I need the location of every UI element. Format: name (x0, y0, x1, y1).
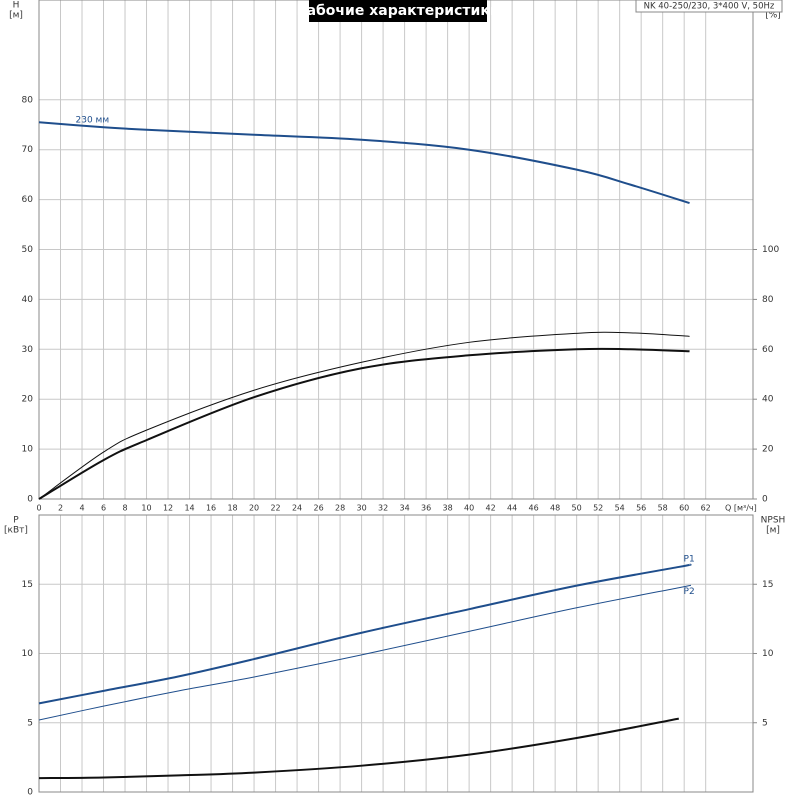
y-axis-unit: [кВт] (4, 526, 28, 536)
x-tick-label: 16 (206, 504, 216, 513)
x-tick-label: 4 (79, 504, 84, 513)
series-line (38, 717, 679, 780)
x-tick-label: 48 (550, 504, 560, 513)
x-tick-label: 50 (572, 504, 582, 513)
y-tick-label: 15 (22, 580, 33, 590)
y-tick-label: 70 (22, 145, 34, 155)
y-tick-label: 10 (22, 649, 34, 659)
y-tick-label: 60 (22, 195, 34, 205)
y2-axis-unit: [м] (766, 526, 780, 536)
y2-tick-label: 10 (762, 649, 774, 659)
x-tick-label: 18 (227, 504, 237, 513)
x-tick-label: 46 (529, 504, 539, 513)
y-tick-label: 40 (22, 295, 34, 305)
y-tick-label: 50 (22, 245, 34, 255)
x-tick-label: 12 (163, 504, 173, 513)
x-tick-label: 44 (507, 504, 517, 513)
x-tick-label: 10 (141, 504, 151, 513)
x-tick-label: 52 (593, 504, 603, 513)
y2-tick-label: 5 (762, 718, 768, 728)
y2-tick-label: 40 (762, 395, 774, 405)
y2-axis-label: NPSH (761, 516, 786, 526)
x-tick-label: 40 (464, 504, 474, 513)
x-tick-label: 20 (249, 504, 259, 513)
x-tick-label: 14 (184, 504, 194, 513)
y2-axis-unit: [%] (765, 11, 781, 21)
y-axis-unit: [м] (9, 11, 23, 21)
x-tick-label: 2 (58, 504, 63, 513)
y2-tick-label: 100 (762, 245, 779, 255)
model-box (635, 0, 783, 13)
y-tick-label: 0 (27, 788, 33, 798)
series-line (38, 347, 690, 500)
y-tick-label: 80 (22, 95, 34, 105)
chart-title: Рабочие характеристики (296, 3, 499, 19)
x-tick-label: 54 (615, 504, 625, 513)
x-tick-label: 42 (486, 504, 496, 513)
y2-tick-label: 60 (762, 345, 774, 355)
x-tick-label: 28 (335, 504, 345, 513)
model-label: NK 40-250/230, 3*400 V, 50Hz (644, 2, 775, 12)
series-line (38, 563, 692, 705)
y2-tick-label: 80 (762, 295, 774, 305)
series-line (38, 331, 690, 500)
y2-tick-label: 0 (762, 495, 768, 505)
x-tick-label: 38 (443, 504, 453, 513)
x-tick-label: 6 (101, 504, 106, 513)
y-axis-label: P (13, 516, 19, 526)
title-box (309, 0, 487, 22)
x-tick-label: 22 (270, 504, 280, 513)
x-tick-label: 34 (400, 504, 410, 513)
x-tick-label: 58 (658, 504, 668, 513)
x-tick-label: 36 (421, 504, 431, 513)
y-tick-label: 30 (22, 345, 34, 355)
x-tick-label: 26 (313, 504, 323, 513)
series-label: 230 мм (76, 116, 110, 126)
y-axis-label: H (13, 1, 20, 11)
y-tick-label: 0 (27, 495, 33, 505)
x-tick-label: 62 (701, 504, 711, 513)
y-tick-label: 20 (22, 395, 34, 405)
x-tick-label: 30 (356, 504, 366, 513)
y2-tick-label: 15 (762, 580, 773, 590)
y-tick-label: 5 (27, 718, 33, 728)
x-tick-label: 56 (636, 504, 646, 513)
series-label: P1 (684, 554, 695, 564)
y-tick-label: 10 (22, 445, 34, 455)
plot-frame (38, 514, 754, 793)
x-tick-label: 8 (122, 504, 127, 513)
y2-tick-label: 20 (762, 445, 774, 455)
series-label: P2 (684, 587, 695, 597)
plot-frame (38, 0, 754, 500)
x-tick-label: 32 (378, 504, 388, 513)
x-axis-label: Q [м³/ч] (725, 504, 757, 513)
series-line (38, 121, 690, 205)
x-tick-label: 24 (292, 504, 302, 513)
x-tick-label: 0 (36, 504, 41, 513)
series-line (38, 584, 692, 721)
x-tick-label: 60 (679, 504, 689, 513)
